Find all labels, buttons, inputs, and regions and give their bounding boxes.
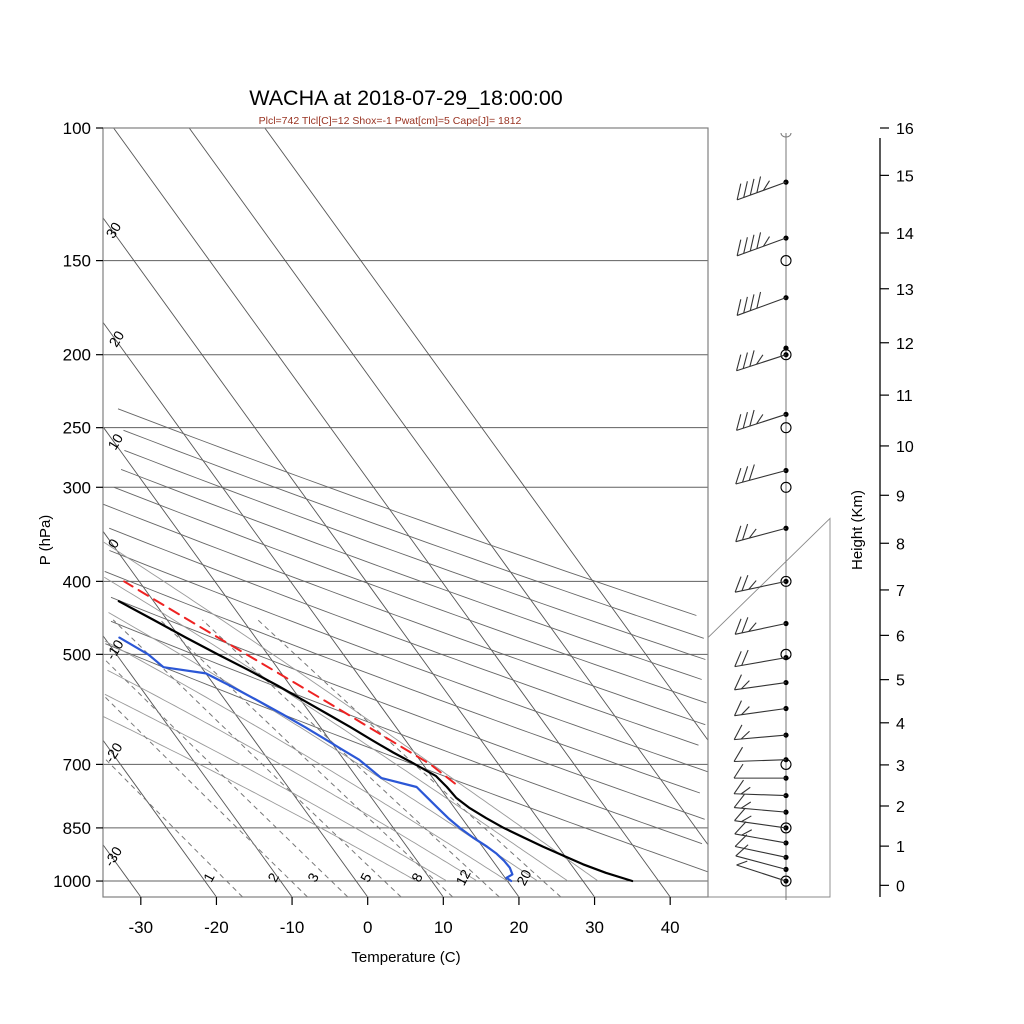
pressure-tick-label: 200 — [63, 346, 91, 365]
temperature-tick-label: 30 — [585, 918, 604, 937]
temperature-tick-label: 0 — [363, 918, 372, 937]
height-tick-label: 4 — [896, 716, 905, 733]
wind-level-dot — [783, 792, 789, 799]
wind-level-circle — [780, 822, 792, 834]
wind-barb — [735, 523, 787, 543]
wind-barb — [734, 807, 787, 829]
pressure-tick-label: 250 — [63, 419, 91, 438]
wind-level-circle — [780, 481, 792, 493]
wind-barb — [734, 821, 787, 844]
wind-barb-layer — [733, 132, 792, 900]
wind-barb — [735, 464, 787, 485]
height-tick-label: 16 — [896, 121, 914, 138]
height-tick-label: 9 — [896, 488, 905, 505]
wind-level-circle — [780, 255, 792, 267]
height-tick-label: 15 — [896, 168, 914, 185]
wind-barb — [736, 860, 787, 882]
mixing-ratio-label: 20 — [513, 867, 535, 888]
temperature-axis-label: Temperature (C) — [351, 949, 460, 966]
wind-barb — [736, 291, 787, 316]
height-tick-label: 6 — [896, 628, 905, 645]
profile-curves-layer — [117, 580, 634, 883]
isotherm-label-left: 20 — [106, 328, 128, 350]
temperature-tick-label: 40 — [661, 918, 680, 937]
wind-barb — [733, 794, 787, 813]
mixing-ratio-label: 12 — [452, 867, 474, 888]
pressure-tick-label: 300 — [63, 478, 91, 497]
wind-barb — [735, 844, 787, 870]
wind-barb — [736, 409, 787, 431]
wind-level-circle — [780, 875, 792, 887]
profile-parcel-path — [123, 580, 456, 785]
wind-barb — [734, 649, 787, 668]
wind-barb — [733, 779, 787, 797]
wind-level-dot — [783, 878, 789, 884]
wind-barb — [734, 617, 787, 635]
pressure-tick-label: 150 — [63, 252, 91, 271]
pressure-tick-label: 850 — [63, 819, 91, 838]
wind-level-circle — [780, 758, 792, 770]
temperature-tick-label: -10 — [280, 918, 305, 937]
pressure-axis-label: P (hPa) — [37, 515, 54, 566]
temperature-tick-label: 20 — [509, 918, 528, 937]
height-tick-label: 0 — [896, 878, 905, 895]
wind-barb — [734, 700, 787, 717]
wind-barb — [733, 763, 786, 779]
pressure-tick-label: 500 — [63, 645, 91, 664]
wind-level-circle — [780, 575, 792, 587]
page-title: WACHA at 2018-07-29_18:00:00 — [249, 86, 563, 110]
height-axis-label: Height (Km) — [849, 490, 866, 570]
height-tick-label: 13 — [896, 282, 914, 299]
height-tick-label: 14 — [896, 226, 914, 243]
height-tick-label: 10 — [896, 439, 914, 456]
height-tick-label: 11 — [896, 388, 913, 405]
pressure-tick-label: 100 — [63, 119, 91, 138]
temperature-tick-label: -20 — [204, 918, 229, 937]
isotherm-label-left: 30 — [103, 219, 125, 241]
wind-barb — [736, 232, 787, 257]
wind-barb — [736, 176, 787, 201]
height-tick-label: 8 — [896, 536, 905, 553]
skewt-grid-layer — [103, 127, 708, 897]
wind-level-circle — [780, 648, 792, 660]
profile-dewpoint — [118, 636, 514, 883]
height-tick-label: 2 — [896, 799, 905, 816]
wind-barb — [733, 724, 787, 741]
isotherm-label-left: 10 — [104, 431, 126, 453]
height-tick-label: 5 — [896, 673, 905, 690]
wind-barb — [733, 746, 787, 763]
height-tick-label: 12 — [896, 336, 914, 353]
wind-level-dot — [783, 825, 789, 831]
wind-barb — [736, 350, 787, 372]
wind-level-circle — [780, 422, 792, 434]
profile-temperature — [117, 600, 634, 883]
wind-level-circle — [780, 349, 792, 361]
temperature-tick-label: 10 — [434, 918, 453, 937]
wind-barb — [734, 574, 787, 593]
height-tick-label: 3 — [896, 758, 905, 775]
height-tick-label: 7 — [896, 583, 905, 600]
pressure-tick-label: 400 — [63, 572, 91, 591]
height-tick-label: 1 — [896, 839, 905, 856]
temperature-tick-label: -30 — [129, 918, 154, 937]
plot-frame — [102, 127, 831, 898]
pressure-tick-label: 1000 — [53, 872, 91, 891]
wind-level-dot — [783, 866, 789, 872]
diagnostics-subtitle: Plcl=742 Tlcl[C]=12 Shox=-1 Pwat[cm]=5 C… — [259, 115, 522, 127]
wind-barb — [734, 674, 787, 691]
pressure-tick-label: 700 — [63, 755, 91, 774]
